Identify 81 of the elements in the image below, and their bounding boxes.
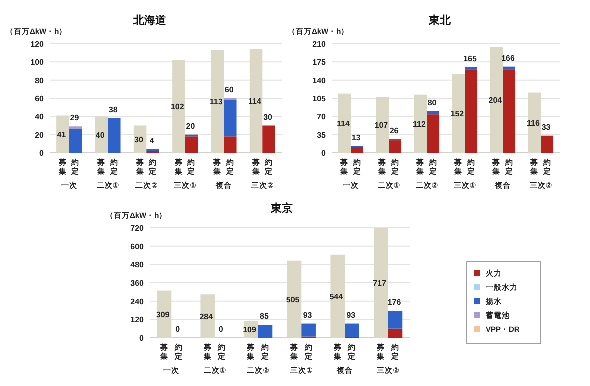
total-label: 93 xyxy=(346,310,356,320)
total-label: 85 xyxy=(260,312,270,322)
total-label: 114 xyxy=(248,97,262,106)
bar xyxy=(345,324,360,338)
bar xyxy=(185,136,198,153)
total-label: 166 xyxy=(502,54,516,63)
total-label: 284 xyxy=(200,312,214,322)
y-tick-label: 80 xyxy=(35,76,45,86)
total-label: 204 xyxy=(488,96,503,106)
total-label: 26 xyxy=(390,126,400,136)
y-tick-label: 600 xyxy=(130,242,145,252)
bar xyxy=(541,136,554,153)
y-tick-label: 70 xyxy=(317,112,327,122)
total-label: 109 xyxy=(243,326,257,335)
bar xyxy=(69,129,82,153)
total-label: 113 xyxy=(210,98,224,107)
total-label: 102 xyxy=(171,102,185,112)
chart-title: 北海道 xyxy=(132,14,168,27)
total-label: 152 xyxy=(450,110,465,119)
total-label: 0 xyxy=(176,325,181,334)
y-tick-label: 0 xyxy=(322,149,327,158)
bar xyxy=(427,111,440,115)
bar xyxy=(388,311,403,329)
total-label: 116 xyxy=(527,118,540,128)
total-label: 20 xyxy=(186,122,196,131)
total-label: 60 xyxy=(224,86,234,94)
total-label: 33 xyxy=(542,122,552,132)
total-label: 38 xyxy=(108,105,118,114)
y-tick-label: 35 xyxy=(317,130,327,140)
bar xyxy=(427,114,440,153)
total-label: 165 xyxy=(464,54,478,64)
y-tick-label: 175 xyxy=(312,58,327,68)
bar xyxy=(465,67,478,70)
y-tick-label: 140 xyxy=(312,76,327,86)
y-tick-label: 0 xyxy=(40,149,45,158)
bar xyxy=(69,126,82,130)
bar xyxy=(224,136,237,153)
total-label: 30 xyxy=(134,135,144,144)
y-tick-label: 100 xyxy=(30,58,45,68)
bar xyxy=(503,66,516,70)
y-tick-label: 120 xyxy=(30,40,45,49)
bar xyxy=(108,118,121,153)
bar xyxy=(262,126,276,153)
chart-title: 東北 xyxy=(428,14,452,27)
y-tick-label: 40 xyxy=(35,112,45,122)
y-tick-label: 105 xyxy=(312,94,327,104)
y-tick-label: 360 xyxy=(130,279,145,288)
y-tick-label: 120 xyxy=(130,316,145,325)
y-tick-label: 480 xyxy=(130,260,145,270)
bar xyxy=(388,328,403,338)
total-label: 717 xyxy=(373,279,387,288)
total-label: 41 xyxy=(57,130,67,140)
bar xyxy=(258,325,273,338)
total-label: 112 xyxy=(413,120,426,129)
bar xyxy=(503,70,516,153)
total-label: 0 xyxy=(218,325,224,334)
bar xyxy=(224,100,237,137)
total-label: 309 xyxy=(156,310,170,320)
y-tick-label: 210 xyxy=(312,40,327,49)
total-label: 80 xyxy=(428,98,438,108)
total-label: 93 xyxy=(303,310,313,320)
y-tick-label: 0 xyxy=(140,334,145,343)
y-tick-label: 60 xyxy=(35,94,45,104)
total-label: 505 xyxy=(286,295,300,304)
y-tick-label: 720 xyxy=(130,224,145,233)
total-label: 13 xyxy=(352,133,362,142)
bar xyxy=(465,70,478,153)
total-label: 30 xyxy=(264,112,274,122)
y-tick-label: 240 xyxy=(130,297,145,306)
y-tick-label: 20 xyxy=(35,130,45,140)
total-label: 40 xyxy=(96,130,106,140)
bar xyxy=(351,147,364,153)
total-label: 4 xyxy=(150,136,155,146)
total-label: 114 xyxy=(337,119,350,128)
bar xyxy=(302,324,316,337)
total-label: 176 xyxy=(388,298,402,308)
total-label: 107 xyxy=(374,121,389,130)
total-label: 544 xyxy=(330,292,344,302)
total-label: 29 xyxy=(70,114,80,123)
chart-title: 東京 xyxy=(270,202,293,215)
bar xyxy=(389,140,402,153)
